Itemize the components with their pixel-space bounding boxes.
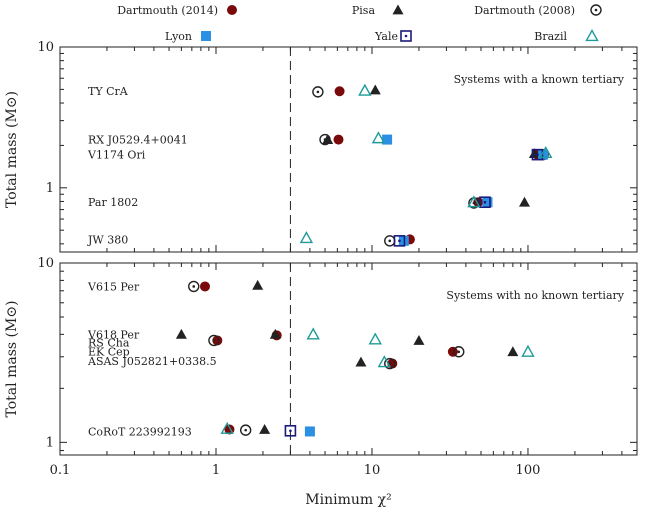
legend-label: Lyon [165, 30, 192, 43]
data-point [188, 280, 200, 293]
system-label: CoRoT 223992193 [88, 425, 192, 438]
data-point [333, 134, 344, 145]
legend-label: Brazil [534, 30, 567, 43]
panel-annotation: Systems with a known tertiary [454, 73, 625, 86]
legend-marker [590, 4, 602, 16]
data-point [312, 86, 324, 98]
data-point [393, 235, 406, 247]
legend-marker [392, 4, 404, 15]
data-point [384, 235, 396, 247]
data-point [377, 355, 392, 368]
data-point [252, 279, 264, 290]
plot-frame [59, 262, 638, 456]
data-point [306, 327, 320, 340]
data-point [334, 86, 345, 97]
panel-annotation: Systems with no known tertiary [446, 289, 624, 302]
data-point [521, 344, 535, 357]
legend-marker [227, 5, 237, 15]
data-point [368, 332, 382, 345]
data-point [175, 328, 187, 339]
y-tick-label: 10 [37, 40, 54, 55]
system-label: V615 Per [87, 280, 140, 293]
system-label: JW 380 [87, 233, 128, 246]
data-point [208, 334, 220, 347]
system-label: Par 1802 [88, 196, 138, 209]
data-point [507, 346, 519, 357]
data-point [319, 133, 331, 146]
system-label: ASAS J052821+0338.5 [87, 355, 217, 368]
data-point [212, 335, 223, 346]
legend-label: Yale [374, 30, 398, 43]
data-point [269, 328, 281, 339]
data-point [369, 84, 381, 95]
y-tick-label: 10 [37, 256, 54, 271]
data-point [447, 346, 458, 357]
y-tick-label: 1 [46, 435, 54, 450]
data-point [259, 423, 271, 434]
legend-marker [585, 29, 599, 42]
data-point [453, 346, 465, 358]
y-tick-label: 1 [46, 181, 54, 196]
data-point [299, 231, 314, 244]
y-axis-title: Total mass (M⊙) [4, 300, 20, 417]
data-point [304, 426, 315, 437]
data-point [413, 334, 425, 345]
x-tick-label: 0.1 [50, 463, 71, 478]
system-label: TY CrA [88, 85, 129, 98]
legend-label: Dartmouth (2008) [474, 4, 575, 17]
data-point [382, 134, 393, 145]
x-tick-label: 1 [212, 463, 220, 478]
data-point [322, 134, 334, 144]
data-point [284, 424, 297, 437]
x-tick-label: 10 [364, 463, 381, 478]
data-point [371, 131, 386, 144]
system-label: V618 Per [87, 328, 140, 341]
data-point [467, 195, 481, 208]
data-point [358, 83, 372, 96]
data-point [479, 196, 491, 209]
system-label: V1174 Ori [87, 149, 146, 162]
x-tick-label: 100 [516, 463, 541, 478]
legend-marker [400, 30, 412, 42]
data-point [539, 145, 553, 158]
data-point [355, 356, 367, 367]
legend-label: Dartmouth (2014) [117, 4, 218, 17]
data-point [482, 197, 493, 208]
legend-marker [201, 31, 211, 41]
data-point [199, 281, 210, 292]
system-label: EK Cep [88, 346, 130, 359]
system-label: RS Cha [88, 337, 130, 350]
system-label: RX J0529.4+0041 [88, 134, 188, 147]
legend-label: Pisa [352, 4, 376, 17]
data-point [220, 421, 234, 434]
y-axis-title: Total mass (M⊙) [4, 91, 20, 208]
plot-frame [59, 46, 638, 253]
x-axis-title: Minimum χ² [305, 492, 391, 508]
data-point [239, 424, 252, 436]
data-point [518, 196, 530, 207]
